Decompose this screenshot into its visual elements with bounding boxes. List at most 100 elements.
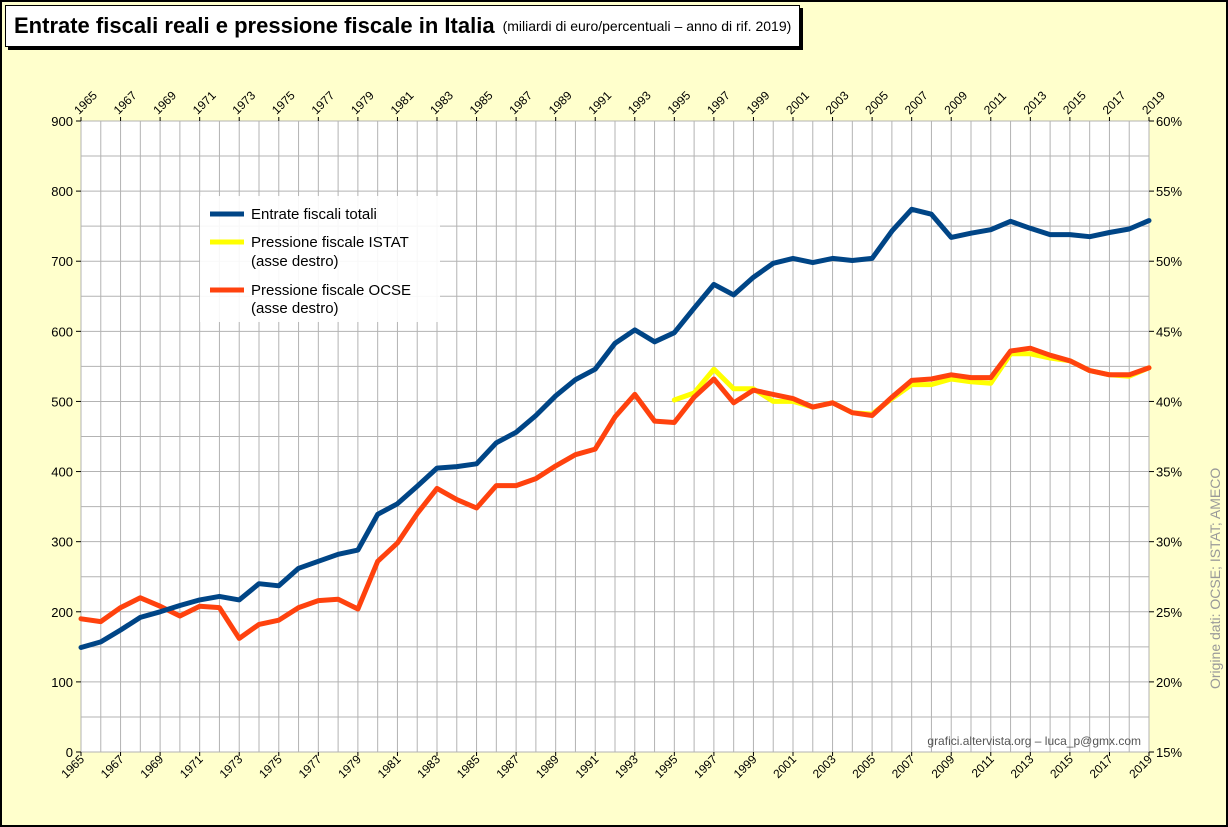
- line-entrate-fiscali-point: [178, 604, 182, 607]
- legend: Entrate fiscali totali Pressione fiscale…: [200, 196, 440, 322]
- line-pressione-ocse-point: [831, 401, 835, 405]
- line-entrate-fiscali-point: [1048, 233, 1052, 237]
- line-entrate-fiscali-point: [989, 228, 993, 232]
- legend-label-istat-axis: (asse destro): [251, 253, 339, 270]
- line-pressione-ocse-point: [1107, 373, 1111, 377]
- y-right-tick-label: 35%: [1156, 465, 1182, 480]
- line-pressione-ocse-point: [158, 604, 162, 608]
- line-pressione-ocse-point: [850, 411, 854, 415]
- line-pressione-ocse-point: [791, 397, 795, 401]
- line-entrate-fiscali-point: [692, 306, 696, 310]
- x-tick-label-top: 2019: [1139, 88, 1168, 117]
- x-tick-label-top: 2009: [941, 88, 970, 117]
- chart-title-box: Entrate fiscali reali e pressione fiscal…: [5, 5, 801, 47]
- x-tick-label-bottom: 1977: [296, 752, 325, 781]
- line-entrate-fiscali-point: [811, 261, 815, 265]
- x-tick-label-top: 1989: [546, 88, 575, 117]
- line-pressione-ocse-point: [1068, 359, 1072, 363]
- x-tick-label-top: 2015: [1060, 88, 1089, 117]
- y-left-tick-label: 600: [51, 324, 73, 339]
- line-entrate-fiscali-point: [494, 441, 498, 445]
- x-tick-label-top: 2013: [1021, 88, 1050, 117]
- y-right-tick-label: 40%: [1156, 394, 1182, 409]
- line-entrate-fiscali-point: [435, 466, 439, 470]
- chart-subtitle: (miliardi di euro/percentuali – anno di …: [502, 18, 792, 34]
- x-tick-label-bottom: 1973: [217, 752, 246, 781]
- line-entrate-fiscali-point: [316, 559, 320, 563]
- line-pressione-ocse-point: [1009, 349, 1013, 353]
- x-tick-label-bottom: 1987: [493, 752, 522, 781]
- line-entrate-fiscali-point: [376, 512, 380, 516]
- line-pressione-istat-point: [712, 367, 716, 371]
- line-pressione-ocse-point: [1147, 366, 1151, 370]
- line-pressione-ocse-point: [910, 378, 914, 382]
- line-entrate-fiscali-point: [257, 582, 261, 586]
- line-pressione-istat-point: [732, 387, 736, 391]
- line-pressione-ocse-point: [751, 388, 755, 392]
- x-tick-label-top: 1979: [348, 88, 377, 117]
- line-entrate-fiscali-point: [237, 598, 241, 602]
- y-left-tick-label: 100: [51, 675, 73, 690]
- x-tick-label-bottom: 1999: [731, 752, 760, 781]
- line-entrate-fiscali-point: [1147, 219, 1151, 223]
- x-tick-label-top: 1983: [427, 88, 456, 117]
- line-pressione-ocse-point: [376, 559, 380, 563]
- y-left-tick-label: 400: [51, 465, 73, 480]
- line-entrate-fiscali-point: [831, 256, 835, 260]
- y-left-tick-label: 300: [51, 535, 73, 550]
- y-left-tick-label: 900: [51, 114, 73, 129]
- line-pressione-ocse-point: [198, 604, 202, 608]
- line-pressione-ocse-point: [99, 620, 103, 624]
- y-left-tick-label: 700: [51, 254, 73, 269]
- line-pressione-ocse-point: [613, 415, 617, 419]
- line-pressione-ocse-point: [297, 606, 301, 610]
- x-tick-label-bottom: 1971: [177, 752, 206, 781]
- x-tick-label-bottom: 1965: [58, 752, 87, 781]
- line-entrate-fiscali-point: [277, 584, 281, 588]
- source-text: Origine dati: OCSE; ISTAT; AMECO: [1207, 468, 1223, 689]
- line-entrate-fiscali-point: [1088, 235, 1092, 239]
- x-tick-label-top: 2017: [1100, 88, 1129, 117]
- line-entrate-fiscali-point: [1028, 226, 1032, 230]
- y-right-tick-label: 60%: [1156, 114, 1182, 129]
- x-tick-label-bottom: 1991: [573, 752, 602, 781]
- line-entrate-fiscali-point: [672, 331, 676, 335]
- x-tick-label-bottom: 1983: [414, 752, 443, 781]
- x-tick-label-top: 2001: [783, 88, 812, 117]
- x-tick-label-top: 1977: [309, 88, 338, 117]
- x-tick-label-top: 1975: [269, 88, 298, 117]
- line-pressione-ocse-point: [336, 597, 340, 601]
- line-pressione-ocse-point: [712, 377, 716, 381]
- line-pressione-ocse-point: [949, 373, 953, 377]
- line-entrate-fiscali-point: [890, 229, 894, 233]
- x-tick-label-bottom: 1967: [98, 752, 127, 781]
- line-pressione-ocse-point: [395, 541, 399, 545]
- line-entrate-fiscali-point: [1127, 227, 1131, 231]
- x-tick-label-top: 2005: [862, 88, 891, 117]
- legend-label-ocse: Pressione fiscale OCSE: [251, 282, 411, 299]
- legend-box: [200, 196, 440, 322]
- line-pressione-ocse-point: [514, 484, 518, 488]
- line-entrate-fiscali-point: [138, 615, 142, 619]
- y-left-tick-label: 0: [66, 745, 73, 760]
- line-pressione-ocse-point: [692, 395, 696, 399]
- line-pressione-ocse-point: [455, 498, 459, 502]
- line-pressione-ocse-point: [237, 636, 241, 640]
- x-tick-label-bottom: 1989: [533, 752, 562, 781]
- y-right-tick-label: 30%: [1156, 535, 1182, 550]
- x-tick-label-top: 1993: [625, 88, 654, 117]
- x-tick-label-bottom: 1985: [454, 752, 483, 781]
- x-tick-label-bottom: 2007: [889, 752, 918, 781]
- line-entrate-fiscali-point: [573, 378, 577, 382]
- x-tick-label-top: 1987: [506, 88, 535, 117]
- line-pressione-ocse-point: [653, 419, 657, 423]
- x-tick-label-bottom: 2001: [770, 752, 799, 781]
- x-tick-label-bottom: 2009: [929, 752, 958, 781]
- axes: 0 100 200 300 400 500 600 700 800 900 15% 20% 25% 30%…: [51, 88, 1182, 781]
- line-entrate-fiscali-point: [1107, 231, 1111, 234]
- line-pressione-ocse-point: [672, 421, 676, 424]
- legend-label-ocse-axis: (asse destro): [251, 300, 339, 317]
- line-entrate-fiscali-point: [217, 594, 221, 598]
- legend-label-entrate: Entrate fiscali totali: [251, 206, 377, 223]
